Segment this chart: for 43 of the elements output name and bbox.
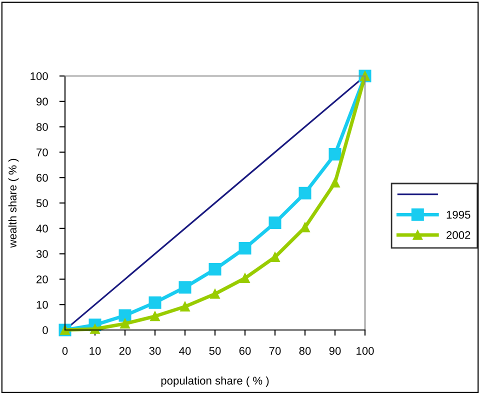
point — [300, 222, 310, 232]
x-tick-label: 80 — [299, 346, 311, 355]
x-tick-label: 50 — [209, 346, 221, 355]
y-tick-label: 70 — [36, 148, 48, 156]
x-tick-label: 30 — [149, 346, 161, 355]
x-tick-label: 0 — [62, 346, 68, 355]
point — [120, 318, 130, 329]
point — [268, 216, 282, 230]
x-tick-label: 60 — [239, 346, 251, 355]
point — [328, 148, 342, 160]
legend-label: 1995 — [446, 210, 470, 219]
y-tick-label: 60 — [36, 174, 48, 182]
point — [238, 242, 252, 254]
y-tick-label: 100 — [30, 72, 48, 80]
x-tick-label: 10 — [90, 346, 101, 355]
x-tick-label: 20 — [119, 346, 131, 355]
x-axis-title: population share ( % ) — [161, 376, 269, 387]
point — [178, 281, 192, 294]
point — [298, 186, 312, 200]
x-tick-label: 70 — [269, 346, 281, 355]
y-tick-label: 10 — [36, 300, 48, 309]
y-tick-label: 20 — [36, 275, 48, 284]
point — [90, 324, 100, 334]
point — [118, 309, 132, 322]
x-tick-label: 40 — [179, 346, 191, 355]
point — [150, 311, 160, 322]
point — [208, 263, 222, 276]
point — [180, 302, 190, 312]
y-tick-label: 80 — [36, 123, 48, 131]
point — [270, 252, 280, 262]
y-tick-label: 50 — [36, 199, 48, 208]
x-tick-label: 90 — [329, 346, 341, 355]
point — [330, 178, 340, 188]
y-axis-title: wealth share ( % ) — [8, 158, 19, 248]
y-tick-label: 0 — [42, 326, 48, 334]
point — [148, 296, 162, 309]
x-tick-label: 100 — [356, 346, 374, 355]
y-tick-label: 90 — [36, 98, 48, 106]
y-tick-label: 30 — [36, 250, 48, 258]
point — [240, 273, 250, 284]
y-tick-label: 40 — [36, 224, 48, 233]
legend-label: 2002 — [446, 231, 470, 240]
point — [210, 289, 220, 299]
